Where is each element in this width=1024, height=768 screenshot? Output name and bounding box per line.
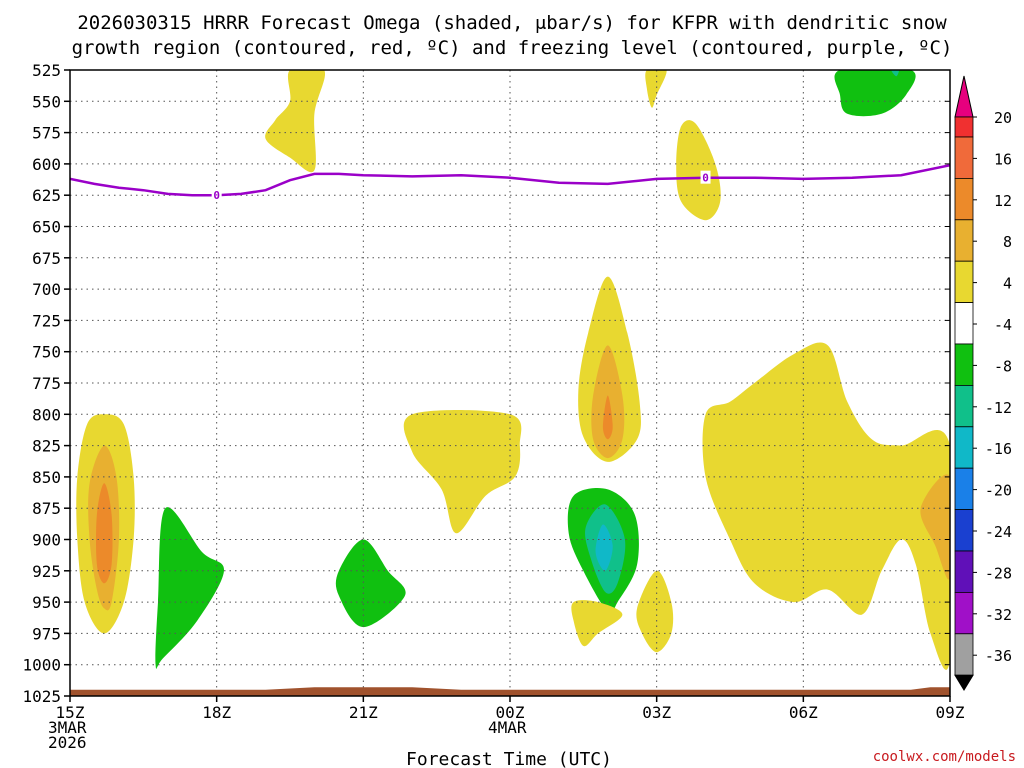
freezing-label-bg — [700, 170, 711, 184]
colorbar-swatch — [954, 302, 974, 345]
freezing-level-label: 0 — [702, 172, 709, 185]
colorbar-tick-label: 8 — [1003, 233, 1012, 251]
credit-text: coolwx.com/models — [873, 749, 1016, 765]
freezing-level-contour: 00 — [70, 163, 950, 202]
x-axis-label: Forecast Time (UTC) — [406, 749, 612, 768]
colorbar-bottom-arrow — [954, 674, 974, 691]
x-tick-label: 09Z — [936, 703, 965, 722]
colorbar-swatch — [954, 219, 974, 262]
x-tick-label: 2026 — [48, 733, 87, 752]
y-tick-label: 900 — [32, 531, 61, 550]
colorbar-tick-label: -36 — [985, 647, 1012, 665]
omega-region-pos-12-b — [602, 395, 613, 440]
x-tick-label: 03Z — [642, 703, 671, 722]
y-tick-label: 675 — [32, 249, 61, 268]
x-tick-label: 4MAR — [488, 718, 527, 737]
y-tick-label: 1025 — [22, 687, 61, 706]
y-tick-label: 875 — [32, 499, 61, 518]
colorbar-tick-label: -16 — [985, 440, 1012, 458]
y-tick-label: 625 — [32, 186, 61, 205]
colorbar-swatch — [954, 384, 974, 428]
colorbar-swatch — [954, 426, 974, 469]
omega-region-pos-4-c — [645, 70, 667, 108]
x-tick-label: 3MAR — [48, 718, 87, 737]
omega-region-pos-8-i — [920, 474, 950, 580]
omega-region-neg-4-a — [155, 507, 225, 669]
colorbar-swatch — [954, 260, 974, 304]
y-tick-label: 800 — [32, 405, 61, 424]
colorbar-swatch — [954, 343, 974, 386]
colorbar-tick-label: 4 — [1003, 275, 1012, 293]
x-tick-label: 00Z — [496, 703, 525, 722]
colorbar-swatch — [954, 136, 974, 179]
y-tick-label: 650 — [32, 218, 61, 237]
colorbar-swatch — [954, 550, 974, 593]
x-tick-label: 18Z — [202, 703, 231, 722]
y-tick-label: 575 — [32, 124, 61, 143]
omega-region-pos-12-a — [96, 483, 113, 584]
omega-shaded-regions — [76, 70, 950, 670]
colorbar-swatch — [954, 592, 974, 635]
y-tick-label: 525 — [32, 61, 61, 80]
omega-region-neg-12-c — [595, 524, 613, 571]
y-tick-label: 600 — [32, 155, 61, 174]
omega-region-neg-8-d — [891, 70, 899, 77]
colorbar-tick-label: -20 — [985, 482, 1012, 500]
chart-title-line-1: 2026030315 HRRR Forecast Omega (shaded, … — [77, 12, 947, 34]
x-tick-label: 21Z — [349, 703, 378, 722]
y-tick-label: 700 — [32, 280, 61, 299]
y-tick-label: 975 — [32, 624, 61, 643]
y-tick-label: 925 — [32, 562, 61, 581]
colorbar-top-arrow — [954, 75, 974, 118]
y-tick-label: 550 — [32, 92, 61, 111]
colorbar-swatch — [954, 116, 974, 138]
colorbar-tick-label: 16 — [994, 150, 1012, 168]
x-tick-label: 15Z — [56, 703, 85, 722]
colorbar-swatch — [954, 509, 974, 552]
colorbar-swatch — [954, 467, 974, 511]
omega-region-pos-4-h — [636, 570, 674, 653]
y-tick-label: 850 — [32, 468, 61, 487]
colorbar-swatch — [954, 633, 974, 676]
omega-region-pos-4-i — [702, 342, 950, 670]
colorbar: 20 16 12 8 4 -4 -8 -12 -16 -20 -24 -28 -32 -36 — [954, 75, 1012, 691]
ground-surface — [70, 687, 950, 696]
colorbar-swatch — [954, 177, 974, 221]
freezing-level-label: 0 — [213, 189, 220, 202]
colorbar-tick-label: -28 — [985, 564, 1012, 582]
colorbar-tick-label: -24 — [985, 523, 1012, 541]
omega-region-pos-4-g — [571, 600, 623, 647]
y-tick-label: 1000 — [22, 656, 61, 675]
omega-region-pos-4-d — [676, 120, 721, 221]
colorbar-tick-label: 12 — [994, 192, 1012, 210]
y-tick-label: 725 — [32, 311, 61, 330]
omega-region-pos-4-e — [403, 409, 522, 534]
y-axis-ticks: 525 550 575 600 625 650 675 700 725 750 775 800 825 8… — [22, 61, 950, 706]
colorbar-tick-label: -4 — [994, 316, 1012, 334]
omega-region-neg-4-d — [834, 70, 916, 117]
ground-fill — [70, 687, 950, 696]
y-tick-label: 750 — [32, 343, 61, 362]
grid-lines — [69, 69, 951, 697]
y-tick-label: 775 — [32, 374, 61, 393]
y-tick-label: 825 — [32, 437, 61, 456]
colorbar-tick-label: -32 — [985, 606, 1012, 624]
x-tick-label: 06Z — [789, 703, 818, 722]
omega-region-pos-4-b — [265, 70, 326, 173]
colorbar-tick-label: 20 — [994, 109, 1012, 127]
freezing-label-bg — [211, 188, 222, 202]
chart-title-line-2: growth region (contoured, red, ºC) and f… — [72, 37, 953, 59]
colorbar-tick-label: -12 — [985, 399, 1012, 417]
freezing-level-line — [70, 163, 950, 197]
colorbar-tick-label: -8 — [994, 357, 1012, 375]
omega-region-neg-4-b — [335, 539, 406, 628]
y-tick-label: 950 — [32, 593, 61, 612]
